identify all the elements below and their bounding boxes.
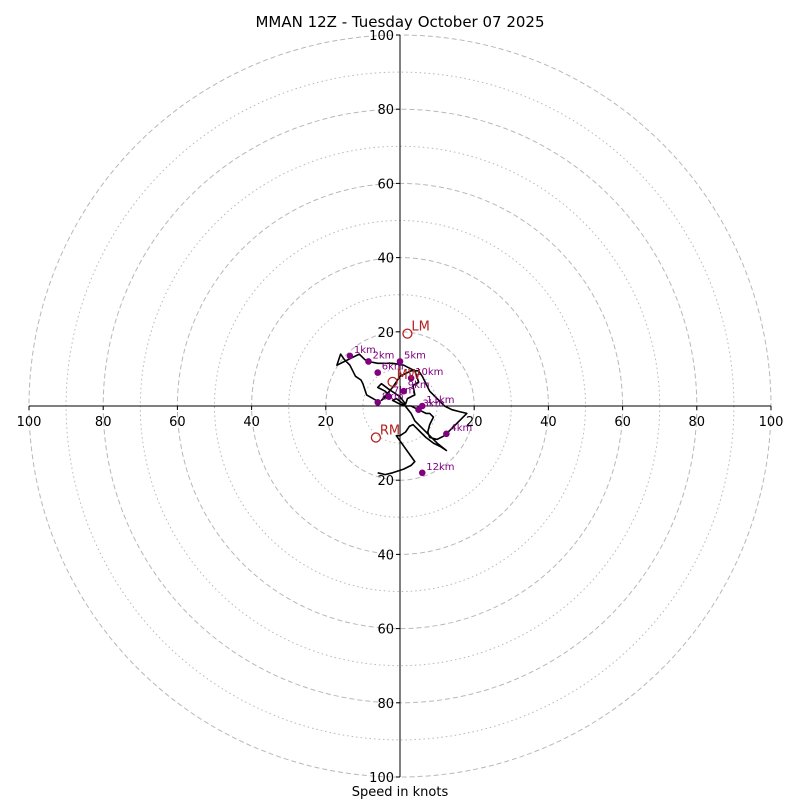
y-tick-label: 80	[377, 103, 394, 118]
y-tick-label: 100	[369, 29, 394, 44]
y-tick-label: 40	[377, 252, 394, 267]
x-tick-label: 20	[318, 415, 335, 430]
x-tick-label: 80	[95, 415, 112, 430]
x-tick-label: 20	[466, 415, 483, 430]
y-tick-label: 20	[377, 474, 394, 489]
x-axis-label: Speed in knots	[352, 785, 449, 800]
height-marker-point	[374, 369, 382, 376]
y-tick-label: 60	[377, 623, 394, 638]
height-marker-label: 1km	[354, 345, 376, 356]
height-marker-point	[374, 398, 382, 406]
x-tick-label: 100	[17, 415, 42, 430]
x-tick-label: 60	[169, 415, 186, 430]
hodograph-trace	[336, 353, 468, 476]
height-marker-point	[365, 358, 372, 365]
height-marker-point	[407, 374, 415, 382]
height-marker-label: 5km	[404, 350, 426, 361]
tick-labels: 100 80 60 40 20 20 40 60 80 100 100 80 60 40 20 20 40 60 8…	[17, 29, 784, 786]
height-marker-label: 9km	[408, 380, 430, 391]
y-tick-label: 20	[377, 326, 394, 341]
height-marker-point	[385, 393, 393, 401]
height-marker-point	[418, 402, 426, 410]
storm-motion-label: LM	[411, 320, 429, 335]
storm-motion-point	[370, 432, 382, 443]
x-tick-label: 60	[614, 415, 631, 430]
height-marker-label: 8km	[382, 391, 404, 402]
height-marker-label: 6km	[382, 362, 404, 373]
height-marker-label: 4km	[450, 423, 472, 434]
y-tick-label: 100	[369, 771, 394, 786]
storm-motion-point	[402, 328, 413, 339]
height-marker-point	[396, 358, 404, 365]
x-tick-label: 100	[759, 415, 784, 430]
height-marker-label: 12km	[426, 462, 454, 473]
storm-motion-label: RM	[380, 424, 400, 439]
axes	[29, 35, 771, 777]
height-marker-label: 2km	[372, 350, 394, 361]
height-marker-point	[418, 469, 426, 477]
y-tick-label: 40	[377, 548, 394, 563]
y-tick-label: 80	[377, 697, 394, 712]
storm-motion-point	[387, 376, 398, 388]
height-marker-point	[400, 387, 408, 395]
storm-motion-markers: LM MW RM	[370, 320, 430, 443]
x-tick-label: 40	[243, 415, 260, 430]
x-tick-label: 40	[540, 415, 557, 430]
y-tick-label: 60	[377, 177, 394, 192]
chart-title: MMAN 12Z - Tuesday October 07 2025	[255, 13, 544, 31]
height-markers: 1km2km3km4km5km6km7km8km9km10km11km12km	[346, 345, 472, 477]
x-tick-label: 80	[689, 415, 706, 430]
height-marker-point	[346, 352, 354, 360]
height-marker-point	[443, 430, 450, 438]
height-marker-label: 11km	[426, 395, 454, 406]
hodograph-line	[336, 353, 468, 476]
height-marker-label: 10km	[415, 367, 443, 378]
height-marker-label: 3km	[423, 399, 445, 410]
storm-motion-label: MW	[397, 368, 421, 383]
